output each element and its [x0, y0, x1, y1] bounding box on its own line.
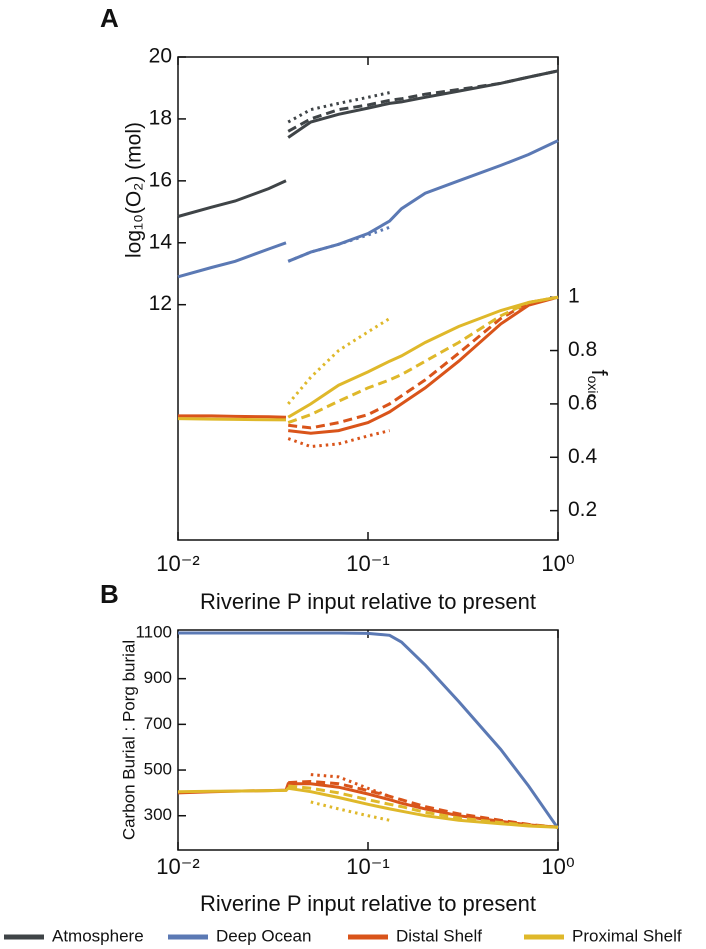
panel-label: A	[100, 3, 119, 33]
y2-axis-label: foxic	[585, 369, 612, 400]
x-tick-label: 10⁻¹	[346, 854, 389, 879]
y2-tick-label: 0.6	[568, 391, 597, 414]
series-line	[310, 800, 390, 822]
plot-frame	[177, 56, 559, 541]
series-line	[288, 295, 559, 430]
x-axis-label: Riverine P input relative to present	[200, 891, 536, 916]
y-tick-label: 500	[144, 760, 172, 779]
series-line	[288, 784, 559, 829]
series-line	[177, 295, 559, 422]
y-tick-label: 20	[149, 45, 172, 68]
y-tick-label: 900	[144, 668, 172, 687]
y-tick-label: 16	[149, 168, 172, 191]
y-tick-label: 14	[149, 230, 173, 253]
x-tick-label: 10⁰	[541, 551, 574, 576]
x-axis-label: Riverine P input relative to present	[200, 589, 536, 614]
series-line	[287, 91, 390, 124]
x-tick-label: 10⁻²	[156, 551, 199, 576]
series-line	[177, 786, 559, 829]
y2-tick-label: 1	[568, 285, 580, 308]
legend-label: Deep Ocean	[216, 926, 311, 945]
y-tick-label: 18	[149, 106, 172, 129]
series-line	[177, 69, 559, 218]
series-line	[287, 295, 559, 425]
series-line	[287, 317, 391, 405]
y-axis-label: Carbon Burial : Porg burial	[119, 640, 138, 840]
y2-tick-label: 0.4	[568, 445, 598, 468]
series-line	[287, 69, 559, 133]
y-tick-label: 12	[149, 292, 172, 315]
y-tick-label: 700	[144, 714, 172, 733]
y2-axis-label-sub: oxic	[585, 376, 601, 401]
legend-label: Atmosphere	[52, 926, 144, 945]
y2-axis-label-main: f	[587, 369, 612, 376]
panel-label: B	[100, 579, 119, 609]
series-line	[310, 773, 391, 798]
x-tick-label: 10⁻¹	[346, 551, 389, 576]
y-axis-label: log₁₀(O₂) (mol)	[123, 122, 146, 258]
x-tick-label: 10⁰	[541, 854, 574, 879]
legend-label: Proximal Shelf	[572, 926, 682, 945]
y2-tick-label: 0.2	[568, 498, 597, 521]
legend-label: Distal Shelf	[396, 926, 482, 945]
series-line	[178, 631, 560, 830]
y-tick-label: 300	[144, 805, 172, 824]
y-tick-label: 1100	[135, 622, 172, 641]
series-line	[178, 295, 559, 435]
series-line	[287, 225, 391, 263]
series-line	[177, 139, 559, 279]
x-tick-label: 10⁻²	[156, 854, 199, 879]
y2-tick-label: 0.8	[568, 338, 597, 361]
series-line	[288, 779, 559, 829]
